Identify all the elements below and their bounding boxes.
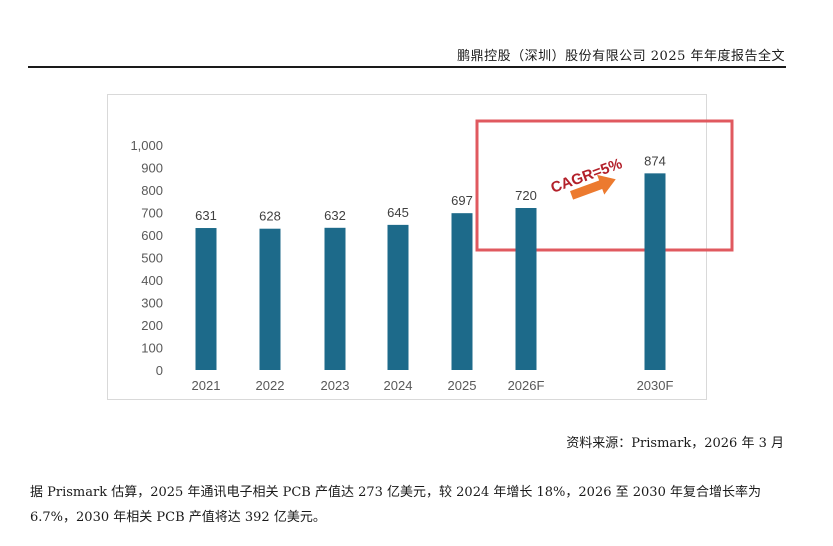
chart-source-note: 资料来源：Prismark，2026 年 3 月 — [566, 436, 784, 451]
y-tick-label: 100 — [141, 341, 163, 356]
arrow-head — [597, 174, 616, 195]
data-label: 697 — [451, 193, 473, 208]
y-tick-label: 900 — [141, 161, 163, 176]
data-label: 632 — [324, 208, 346, 223]
x-tick-label: 2025 — [448, 378, 477, 393]
arrow-shaft — [570, 180, 604, 200]
body-paragraph: 据 Prismark 估算，2025 年通讯电子相关 PCB 产值达 273 亿… — [30, 480, 761, 530]
x-tick-label: 2024 — [384, 378, 413, 393]
bar-2023 — [324, 227, 346, 370]
y-tick-label: 600 — [141, 228, 163, 243]
bar-2021 — [195, 228, 217, 370]
cagr-arrow-icon — [570, 174, 616, 200]
x-tick-label: 2023 — [321, 378, 350, 393]
x-tick-label: 2026F — [508, 378, 545, 393]
x-tick-label: 2021 — [192, 378, 221, 393]
data-label: 645 — [387, 205, 409, 220]
y-tick-label: 800 — [141, 183, 163, 198]
bar-2025 — [451, 213, 473, 370]
y-tick-label: 300 — [141, 296, 163, 311]
y-tick-label: 0 — [156, 363, 163, 378]
x-tick-label: 2030F — [637, 378, 674, 393]
data-label: 874 — [644, 153, 666, 168]
data-label: 720 — [515, 188, 537, 203]
highlight-box — [475, 119, 734, 252]
header-divider — [28, 66, 786, 68]
x-tick-label: 2022 — [256, 378, 285, 393]
bar-2026f — [515, 208, 537, 370]
y-tick-label: 200 — [141, 318, 163, 333]
paragraph-line-1: 据 Prismark 估算，2025 年通讯电子相关 PCB 产值达 273 亿… — [30, 485, 761, 500]
y-tick-label: 1,000 — [130, 138, 163, 153]
data-label: 628 — [259, 209, 281, 224]
bar-2024 — [387, 224, 409, 370]
paragraph-line-2: 6.7%，2030 年相关 PCB 产值将达 392 亿美元。 — [30, 510, 326, 525]
data-label: 631 — [195, 208, 217, 223]
y-tick-label: 400 — [141, 273, 163, 288]
bar-2022 — [259, 228, 281, 370]
y-tick-label: 500 — [141, 251, 163, 266]
report-header-title: 鹏鼎控股（深圳）股份有限公司 2025 年年度报告全文 — [457, 49, 785, 64]
y-tick-label: 700 — [141, 206, 163, 221]
bar-2030f — [644, 173, 666, 370]
